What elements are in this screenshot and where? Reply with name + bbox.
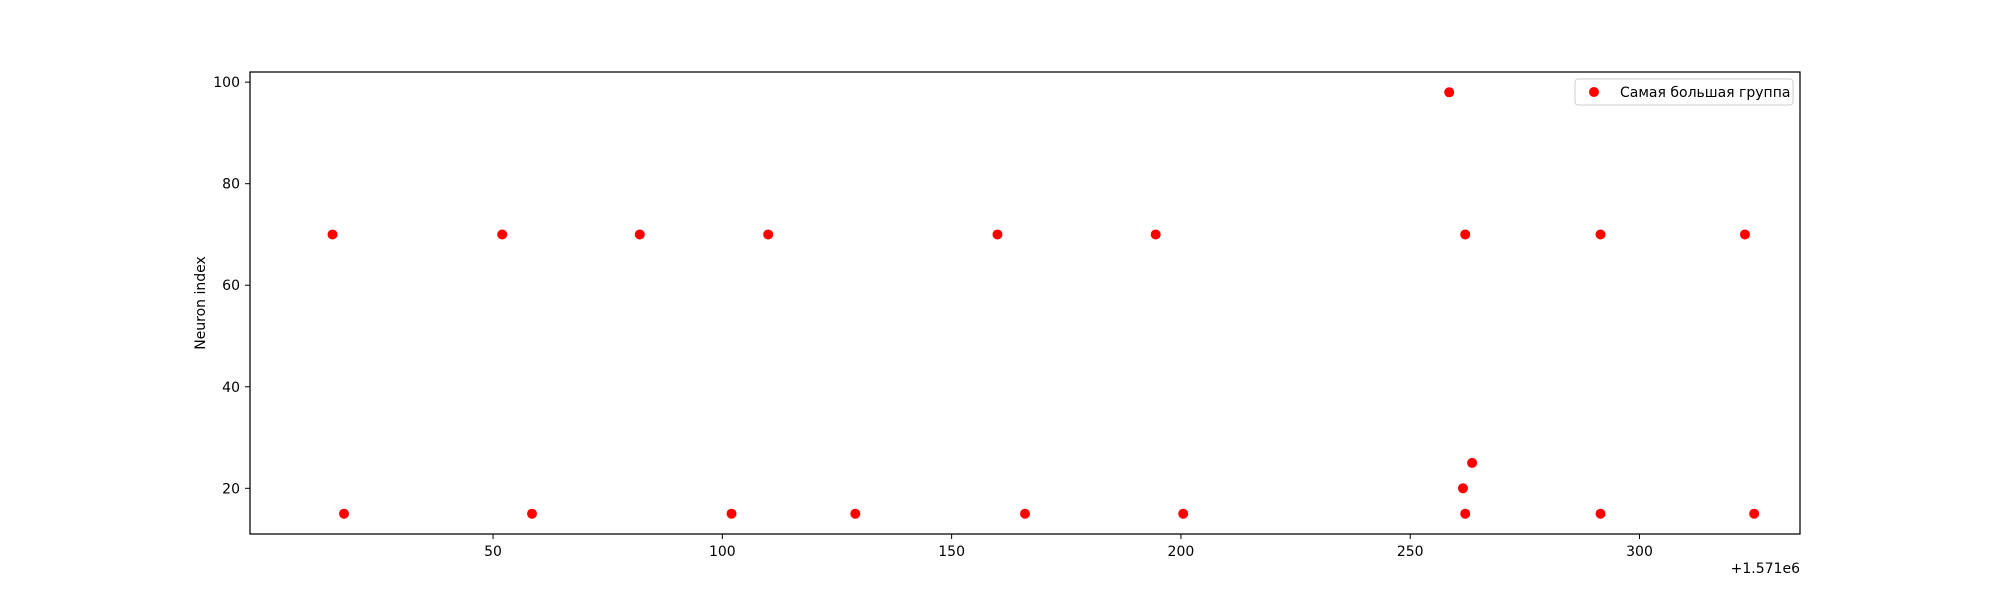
data-point: [850, 508, 861, 519]
x-tick-label: 250: [1397, 544, 1424, 560]
data-point: [1460, 229, 1471, 240]
data-point: [1595, 229, 1606, 240]
data-points: [327, 87, 1760, 519]
y-tick-label: 80: [222, 177, 240, 193]
x-tick-label: 100: [709, 544, 736, 560]
x-tick-label: 150: [938, 544, 965, 560]
data-point: [339, 508, 350, 519]
data-point: [1595, 508, 1606, 519]
y-tick-label: 40: [222, 380, 240, 396]
x-axis-offset-label: +1.571e6: [1731, 561, 1800, 577]
data-point: [763, 229, 774, 240]
data-point: [327, 229, 338, 240]
data-point: [1178, 508, 1189, 519]
data-point: [634, 229, 645, 240]
data-point: [726, 508, 737, 519]
data-point: [1457, 483, 1468, 494]
x-axis-ticks: 50 100 150 200 250 300: [484, 534, 1653, 560]
legend-box: [1574, 78, 1794, 106]
plot-area: [249, 71, 1801, 535]
data-point: [1150, 229, 1161, 240]
data-point: [1020, 508, 1030, 519]
data-point: [1444, 87, 1455, 98]
data-point: [992, 229, 1003, 240]
legend-label: Самая большая группа: [1620, 85, 1790, 101]
data-point: [527, 508, 538, 519]
data-point: [1460, 508, 1471, 519]
y-tick-label: 20: [222, 481, 240, 497]
y-tick-label: 100: [213, 75, 240, 91]
data-point: [497, 229, 508, 240]
y-tick-label: 60: [222, 278, 240, 294]
legend-marker: [1589, 87, 1599, 97]
x-tick-label: 300: [1626, 544, 1653, 560]
data-point: [1467, 457, 1478, 468]
y-axis-ticks: 20 40 60 80 100: [213, 75, 250, 497]
x-tick-label: 50: [484, 544, 502, 560]
legend: Самая большая группа: [1574, 78, 1794, 106]
data-point: [1739, 229, 1750, 240]
y-axis-label: Neuron index: [193, 256, 209, 350]
x-tick-label: 200: [1168, 544, 1195, 560]
data-point: [1749, 508, 1760, 519]
